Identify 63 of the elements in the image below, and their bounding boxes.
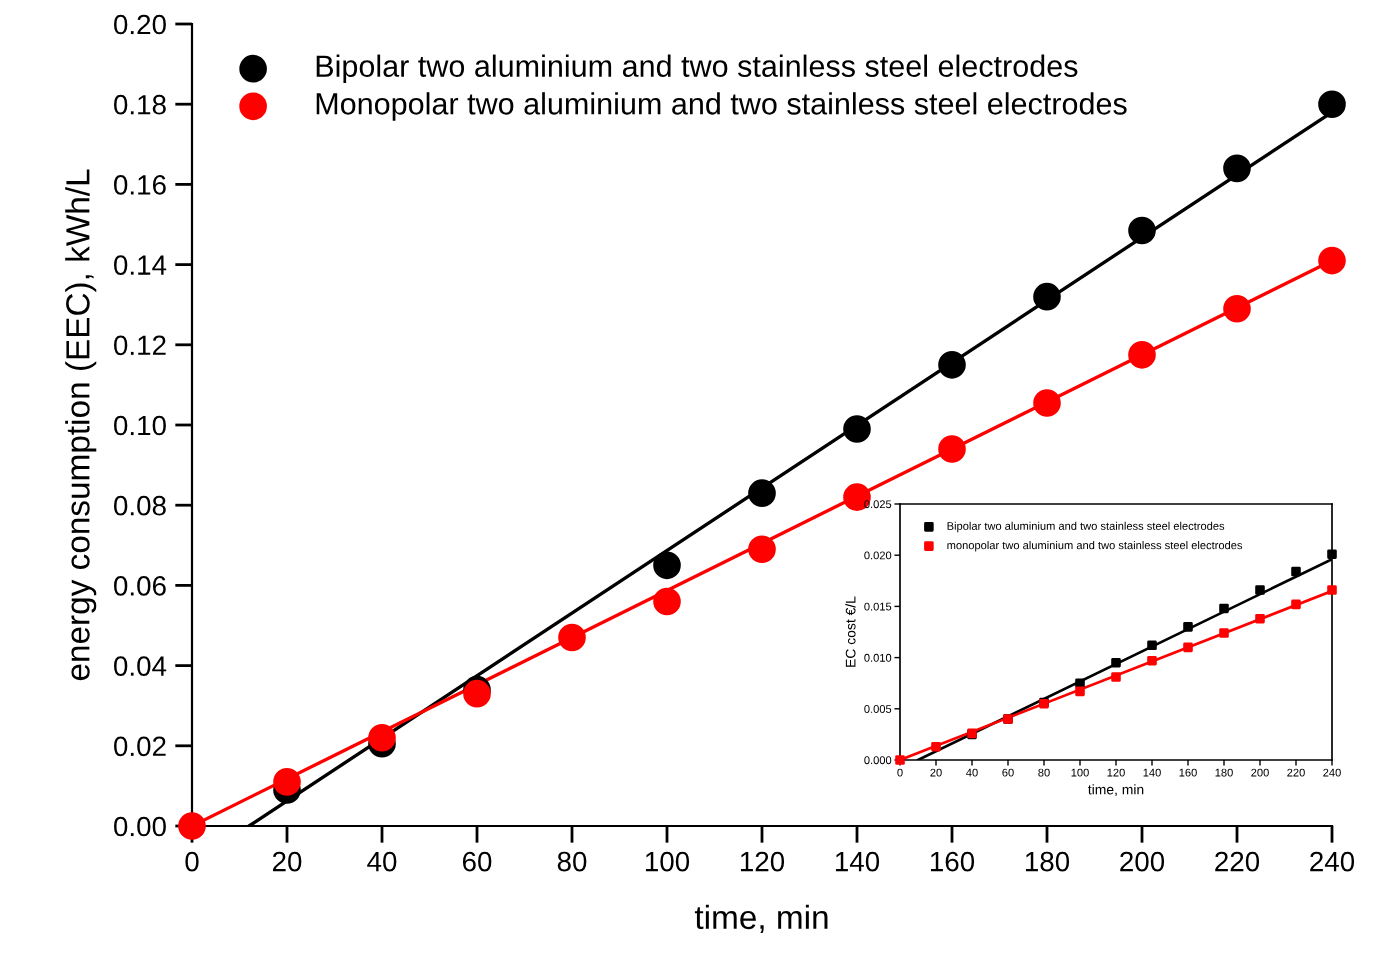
x-tick-label: 160 bbox=[930, 851, 975, 872]
point bbox=[368, 723, 396, 752]
point bbox=[653, 587, 681, 616]
point bbox=[748, 479, 776, 507]
x-tick-label: 60 bbox=[462, 851, 492, 872]
point bbox=[1111, 672, 1121, 682]
point bbox=[1147, 640, 1157, 651]
point bbox=[1128, 341, 1156, 369]
y-tick-label: 0.08 bbox=[114, 495, 166, 516]
y-tick-label: 0.00 bbox=[114, 816, 166, 837]
x-tick-label: 80 bbox=[557, 851, 587, 872]
point bbox=[1219, 603, 1229, 614]
y-tick-label: 0.14 bbox=[114, 255, 167, 275]
x-tick-label: 100 bbox=[645, 851, 690, 872]
point bbox=[1223, 294, 1251, 323]
point bbox=[1183, 622, 1193, 632]
point bbox=[748, 535, 776, 564]
point bbox=[931, 741, 941, 752]
y-tick-label: 0.12 bbox=[114, 335, 166, 356]
point bbox=[558, 623, 586, 652]
point bbox=[1223, 154, 1251, 183]
y-tick-label: 0.06 bbox=[114, 576, 166, 596]
point bbox=[1219, 628, 1229, 638]
x-tick-label: 20 bbox=[272, 851, 302, 872]
point bbox=[938, 351, 966, 379]
point bbox=[1318, 90, 1346, 119]
y-tick-label: 0.20 bbox=[114, 14, 166, 35]
point bbox=[1255, 585, 1265, 595]
y-tick-label: 0.16 bbox=[114, 175, 166, 195]
point bbox=[1291, 599, 1301, 610]
point bbox=[1327, 585, 1337, 595]
x-tick-label: 0 bbox=[185, 851, 199, 872]
point bbox=[1255, 613, 1265, 624]
y-tick-label: 0.10 bbox=[114, 415, 166, 436]
x-tick-label: 180 bbox=[1025, 851, 1070, 872]
point bbox=[273, 768, 301, 796]
point bbox=[1033, 389, 1061, 417]
x-tick-label: 120 bbox=[740, 851, 785, 872]
x-tick-label: 140 bbox=[835, 851, 880, 872]
x-tick-label: 240 bbox=[1310, 851, 1355, 872]
point bbox=[843, 415, 871, 443]
point bbox=[1111, 657, 1121, 668]
point bbox=[1075, 686, 1085, 697]
y-tick-label: 0.04 bbox=[114, 656, 167, 676]
y-tick-label: 0.02 bbox=[114, 736, 166, 757]
point bbox=[1033, 282, 1061, 311]
point bbox=[653, 551, 681, 580]
y-tick-label: 0.18 bbox=[114, 94, 166, 115]
y-axis-title: energy consumption (EEC), kWh/L bbox=[65, 169, 97, 681]
point bbox=[938, 435, 966, 463]
point bbox=[1327, 549, 1337, 559]
point bbox=[1128, 216, 1156, 245]
x-tick-label: 40 bbox=[367, 851, 397, 872]
legend-label: Monopolar two aluminium and two stainless steel electrodes bbox=[316, 92, 1127, 121]
legend-label: Bipolar two aluminium and two stainless steel electrodes bbox=[316, 54, 1078, 84]
point bbox=[1075, 678, 1085, 688]
point bbox=[1147, 655, 1157, 666]
point bbox=[1318, 246, 1346, 275]
point bbox=[1291, 566, 1301, 577]
x-tick-label: 220 bbox=[1215, 851, 1260, 872]
point bbox=[1183, 642, 1193, 653]
x-axis-title: time, min bbox=[694, 904, 828, 934]
x-tick-label: 200 bbox=[1120, 851, 1165, 872]
